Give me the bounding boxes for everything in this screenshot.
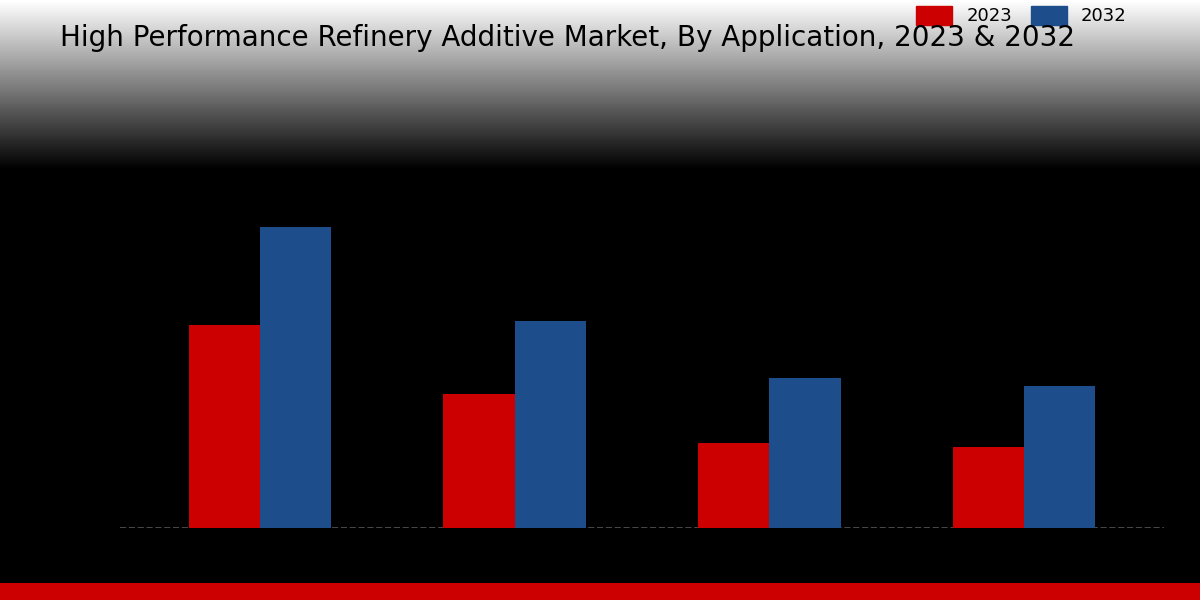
Bar (443, 394, 515, 528)
Bar (1024, 386, 1096, 528)
Bar (515, 321, 586, 528)
Bar (953, 447, 1024, 528)
Bar (260, 227, 331, 528)
Text: 2.5: 2.5 (164, 303, 194, 321)
Legend: 2023, 2032: 2023, 2032 (908, 0, 1134, 32)
Text: High Performance Refinery Additive Market, By Application, 2023 & 2032: High Performance Refinery Additive Marke… (60, 24, 1075, 52)
Y-axis label: Market Size in USD Billion: Market Size in USD Billion (91, 226, 109, 440)
Bar (188, 325, 260, 528)
Bar (698, 443, 769, 528)
Bar (769, 377, 841, 528)
